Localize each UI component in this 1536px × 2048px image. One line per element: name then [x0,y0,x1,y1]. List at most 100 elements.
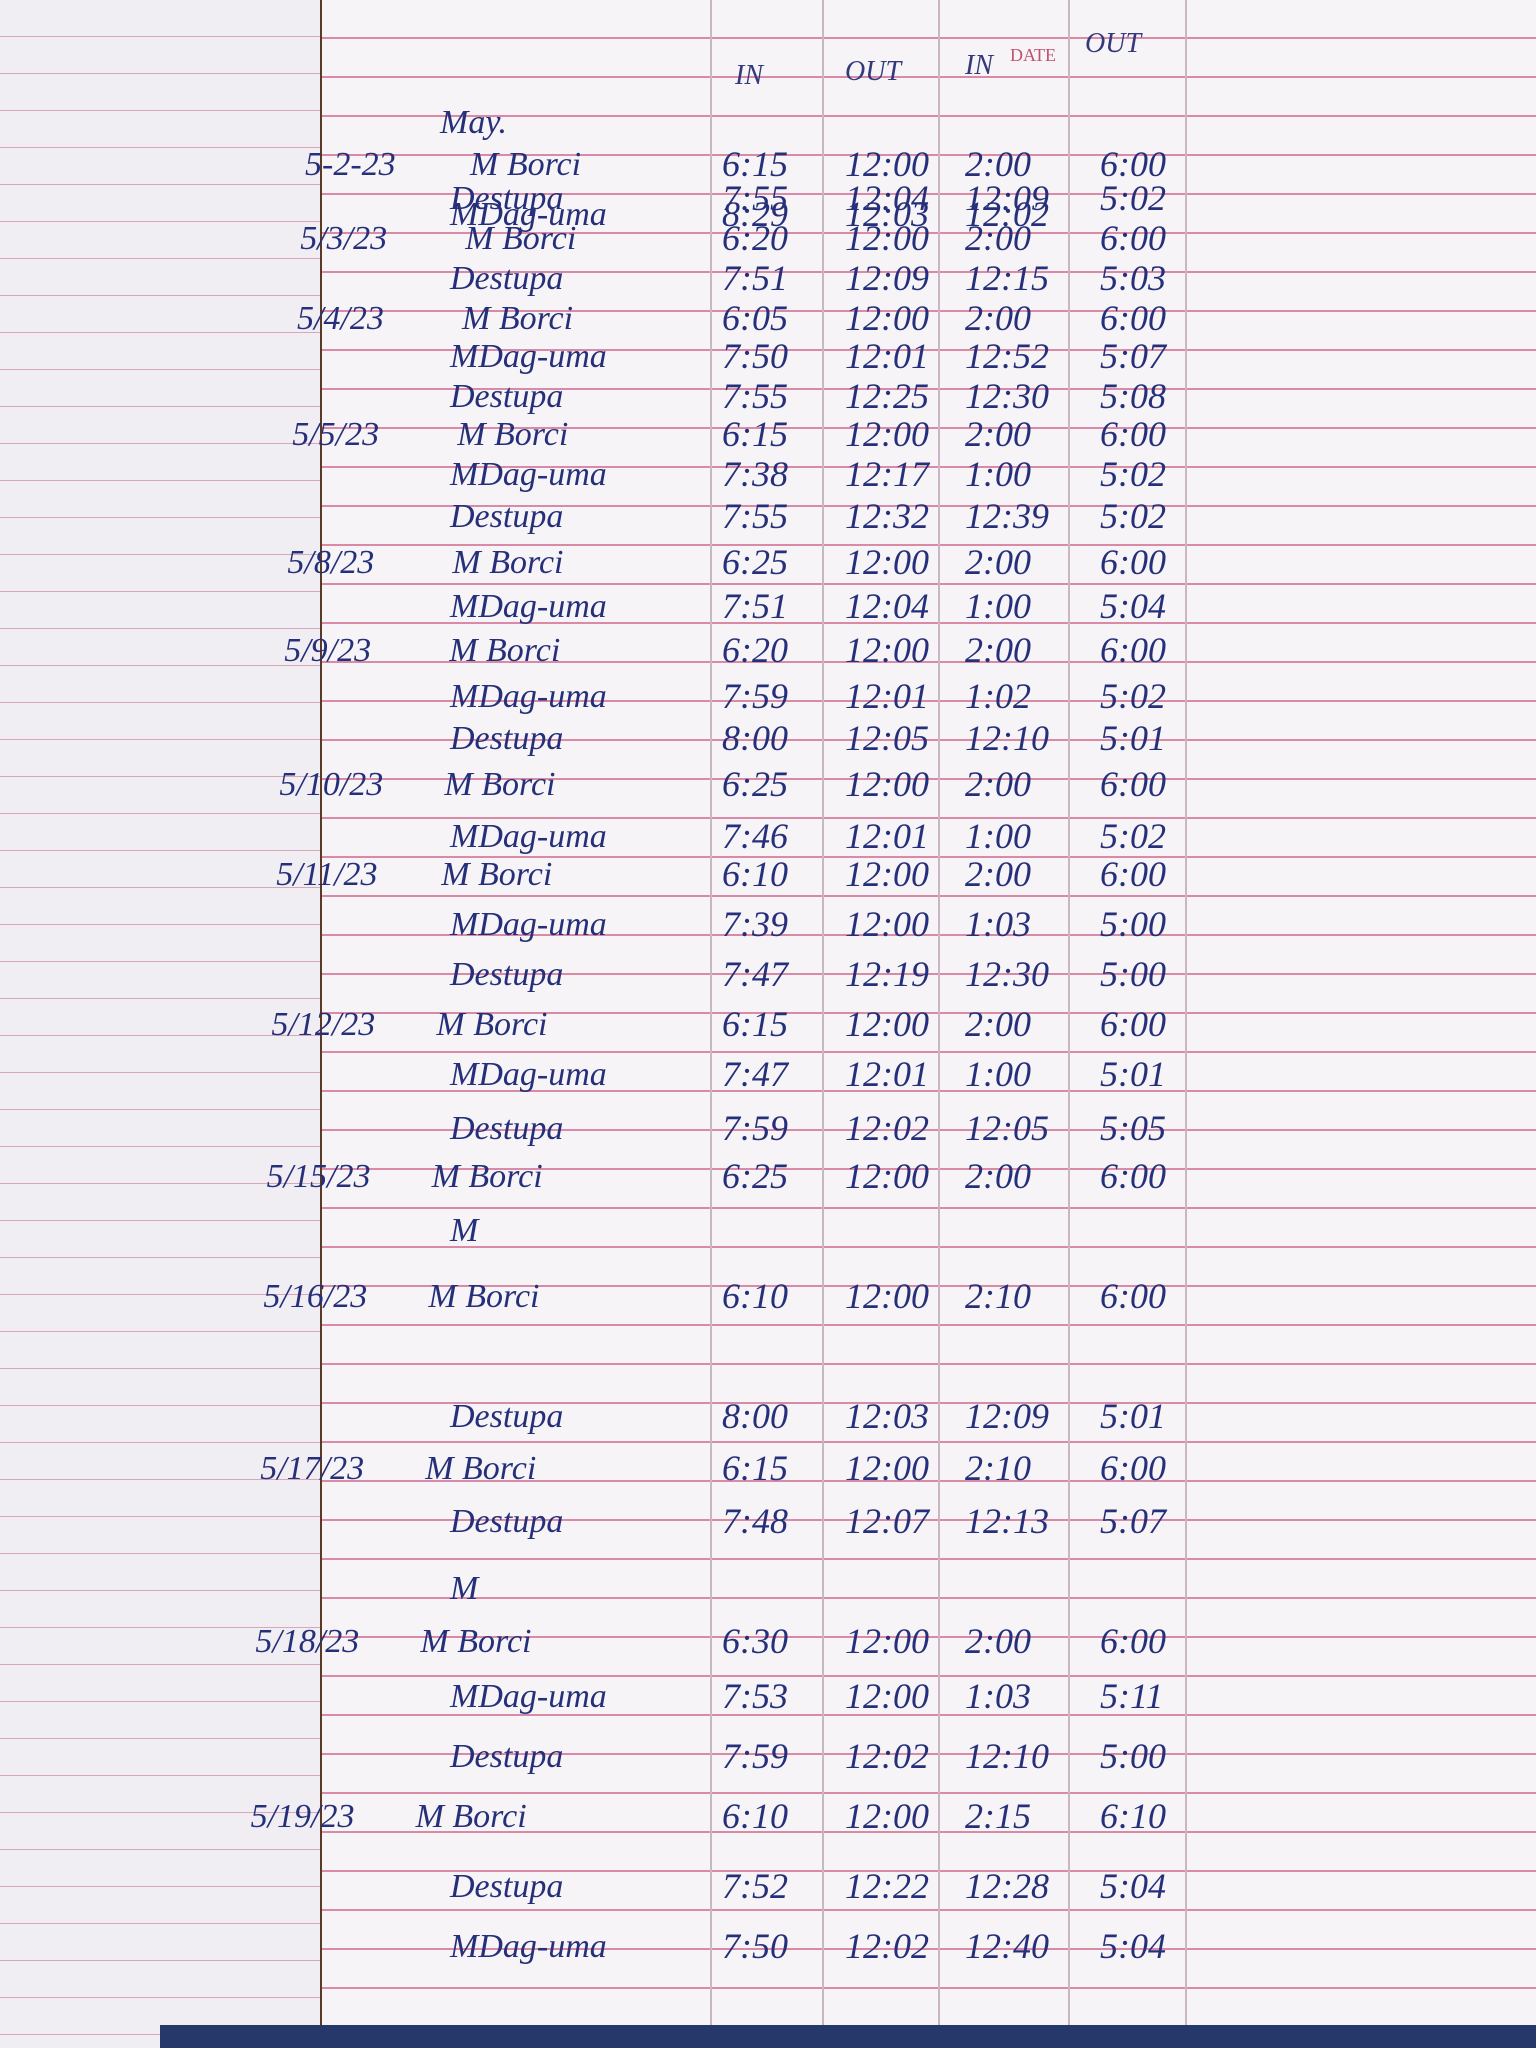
time-entry: 5:04 [1100,1926,1166,1966]
employee-name: MDag-uma [450,456,607,493]
employee-name: Destupa [450,720,564,757]
time-entry: 12:01 [845,676,929,716]
time-entry: 12:07 [845,1501,929,1541]
time-entry: 6:20 [722,218,788,258]
time-entry: 5:01 [1100,1054,1166,1094]
time-entry: 6:00 [1100,1448,1166,1488]
time-entry: 2:00 [965,1156,1031,1196]
time-entry: 6:05 [722,298,788,338]
time-entry: 7:52 [722,1866,788,1906]
employee-name: M Borci [470,146,582,183]
employee-name: MDag-uma [450,818,607,855]
time-entry: 12:15 [965,258,1049,298]
time-entry: 5:03 [1100,258,1166,298]
employee-name: MDag-uma [450,338,607,375]
time-entry: 12:05 [965,1108,1049,1148]
time-entry: 5:00 [1100,1736,1166,1776]
time-entry: 1:00 [965,586,1031,626]
time-entry: 12:00 [845,144,929,184]
cover-edge [160,2025,1536,2048]
time-entry: 2:00 [965,1621,1031,1661]
employee-name: Destupa [450,1398,564,1435]
time-entry: 12:00 [845,1004,929,1044]
time-entry: 12:00 [845,1448,929,1488]
time-entry: 6:00 [1100,1004,1166,1044]
employee-name: MDag-uma [450,1928,607,1965]
time-entry: 2:00 [965,764,1031,804]
time-entry: 12:00 [845,764,929,804]
time-entry: 6:15 [722,144,788,184]
time-entry: 12:52 [965,336,1049,376]
column-rule [822,0,824,2025]
time-entry: 12:30 [965,954,1049,994]
time-entry: 7:55 [722,178,788,218]
employee-name: M Borci [449,632,561,669]
time-entry: 12:00 [845,630,929,670]
entry-date: 5/19/23 [250,1798,355,1835]
time-entry: 5:02 [1100,454,1166,494]
employee-name: M Borci [457,416,569,453]
time-entry: 6:15 [722,414,788,454]
entry-date: 5/5/23 [292,416,380,453]
time-entry: 5:00 [1100,904,1166,944]
time-entry: 12:09 [965,178,1049,218]
time-entry: 12:00 [845,1796,929,1836]
employee-name: Destupa [450,1738,564,1775]
time-entry: 12:00 [845,854,929,894]
time-entry: 6:00 [1100,542,1166,582]
column-rule [710,0,712,2025]
employee-name: MDag-uma [450,196,607,233]
time-entry: 5:11 [1100,1676,1164,1716]
time-entry: 7:47 [722,1054,788,1094]
time-entry: 12:01 [845,816,929,856]
time-entry: 7:55 [722,496,788,536]
time-entry: 12:19 [845,954,929,994]
employee-name: Destupa [450,1110,564,1147]
time-entry: 6:25 [722,1156,788,1196]
time-entry: 5:01 [1100,718,1166,758]
time-entry: 12:25 [845,376,929,416]
employee-name: M Borci [431,1158,543,1195]
time-entry: 2:10 [965,1448,1031,1488]
time-entry: 12:00 [845,298,929,338]
time-entry: 6:00 [1100,1156,1166,1196]
time-entry: 6:00 [1100,764,1166,804]
time-entry: 6:00 [1100,218,1166,258]
time-entry: 12:00 [845,542,929,582]
left-page [0,0,320,2048]
time-entry: 5:07 [1100,1501,1166,1541]
time-entry: 12:00 [845,1676,929,1716]
time-entry: 7:53 [722,1676,788,1716]
time-entry: 7:55 [722,376,788,416]
employee-name: MDag-uma [450,1678,607,1715]
time-entry: 6:00 [1100,854,1166,894]
entry-date: 5/10/23 [279,766,384,803]
time-entry: 7:59 [722,1736,788,1776]
column-rule [938,0,940,2025]
entry-date: 5/3/23 [300,220,388,257]
time-entry: 2:00 [965,298,1031,338]
time-entry: 12:00 [845,1156,929,1196]
time-entry: 12:00 [845,414,929,454]
employee-name: M Borci [415,1798,527,1835]
column-header: OUT [1085,28,1142,59]
time-entry: 2:00 [965,630,1031,670]
entry-date: 5/16/23 [263,1278,368,1315]
employee-name: Destupa [450,378,564,415]
time-entry: 2:00 [965,542,1031,582]
column-header: IN [965,50,993,81]
employee-name: MDag-uma [450,1056,607,1093]
entry-date: 5-2-23 [305,146,396,183]
time-entry: 7:38 [722,454,788,494]
entry-date: 5/12/23 [271,1006,376,1043]
time-entry: 2:00 [965,414,1031,454]
column-header: IN [735,60,763,91]
time-entry: 12:09 [845,258,929,298]
time-entry: 12:28 [965,1866,1049,1906]
time-entry: 8:00 [722,718,788,758]
time-entry: 5:04 [1100,586,1166,626]
time-entry: 12:00 [845,904,929,944]
time-entry: 12:04 [845,586,929,626]
column-header: OUT [845,56,902,87]
